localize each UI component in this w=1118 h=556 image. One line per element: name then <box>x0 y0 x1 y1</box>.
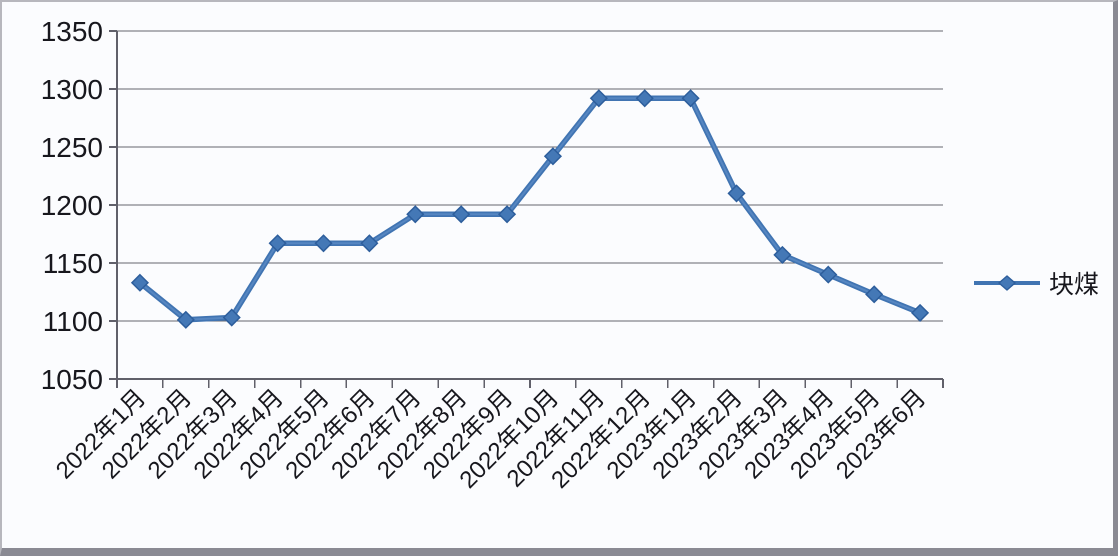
data-point-marker <box>727 184 746 203</box>
data-point-marker <box>222 308 241 327</box>
data-point-marker <box>865 285 884 304</box>
y-axis-label: 1100 <box>43 306 103 337</box>
data-point-marker <box>543 147 563 166</box>
y-axis-label: 1300 <box>41 74 103 105</box>
data-point-marker <box>773 245 792 264</box>
data-point-marker <box>635 89 654 108</box>
y-axis-label: 1250 <box>41 132 103 163</box>
data-point-marker <box>589 89 608 108</box>
data-point-marker <box>406 205 425 224</box>
data-point-marker <box>130 273 150 292</box>
data-point-marker <box>176 310 195 329</box>
data-point-marker <box>681 89 700 108</box>
data-point-marker <box>497 205 517 224</box>
legend-series-label: 块煤 <box>1049 271 1100 299</box>
y-axis-label: 1350 <box>41 16 103 47</box>
data-point-marker <box>452 205 471 224</box>
y-axis-label: 1050 <box>41 364 103 395</box>
y-axis-label: 1200 <box>41 190 103 221</box>
series-line-highlight <box>138 97 922 321</box>
data-point-marker <box>910 303 930 322</box>
data-point-marker <box>819 265 838 284</box>
data-point-marker <box>314 234 333 253</box>
data-point-marker <box>268 234 287 253</box>
series-line <box>137 95 923 323</box>
y-axis-label: 1150 <box>43 248 103 279</box>
legend: 块煤 <box>972 265 1099 301</box>
legend-line-diamond-icon <box>974 275 1040 291</box>
data-point-marker <box>360 234 379 253</box>
